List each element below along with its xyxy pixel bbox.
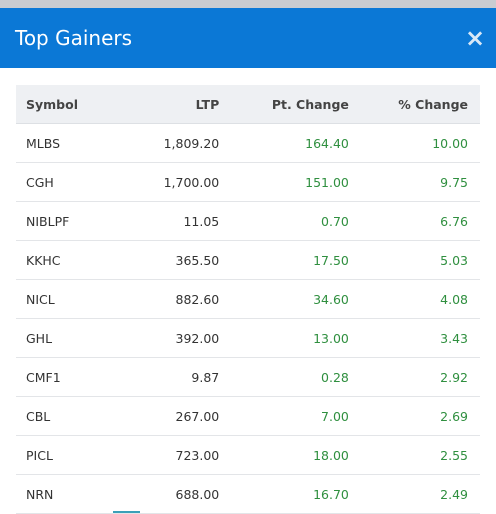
table-row: CMF1 9.87 0.28 2.92 — [16, 357, 480, 397]
table-cell: 11.05 — [114, 201, 220, 241]
table-cell: CMF1 — [16, 357, 115, 397]
modal-header: Top Gainers × — [0, 8, 496, 68]
modal-title: Top Gainers — [15, 26, 133, 50]
table-cell: 16.70 — [219, 474, 349, 514]
table-cell: 34.60 — [219, 279, 349, 319]
close-button[interactable]: × — [464, 24, 486, 52]
table-cell: 0.28 — [219, 357, 349, 397]
scroll-indicator — [113, 511, 140, 513]
table-cell: CBL — [16, 396, 115, 436]
table-cell: NIBLPF — [16, 201, 115, 241]
table-cell: 9.75 — [348, 162, 480, 202]
table-cell: 2.55 — [348, 435, 480, 475]
table-cell: 1,809.20 — [114, 123, 220, 163]
table-row: CGH 1,700.00 151.00 9.75 — [16, 162, 480, 202]
table-row: MLBS 1,809.20 164.40 10.00 — [16, 123, 480, 163]
table-cell: 0.70 — [219, 201, 349, 241]
table-cell: PICL — [16, 435, 115, 475]
header-row: Symbol LTP Pt. Change% Change — [16, 85, 480, 124]
table-row: NICL 882.60 34.60 4.08 — [16, 279, 480, 319]
table-cell: 723.00 — [114, 435, 220, 475]
table-head: Symbol LTP Pt. Change% Change — [16, 85, 480, 124]
table-cell: CGH — [16, 162, 115, 202]
table-row: NIBLPF 11.05 0.70 6.76 — [16, 201, 480, 241]
table-cell: 6.76 — [348, 201, 480, 241]
table-cell: 7.00 — [219, 396, 349, 436]
table-cell: 267.00 — [114, 396, 220, 436]
table-row: NRN 688.00 16.70 2.49 — [16, 474, 480, 514]
table-cell: 10.00 — [348, 123, 480, 163]
table-cell: 2.49 — [348, 474, 480, 514]
table-cell: 2.69 — [348, 396, 480, 436]
table-cell: 365.50 — [114, 240, 220, 280]
table-cell: 882.60 — [114, 279, 220, 319]
column-header: % Change — [348, 85, 480, 124]
column-header: LTP — [114, 85, 220, 124]
table-cell: 18.00 — [219, 435, 349, 475]
table-cell: NICL — [16, 279, 115, 319]
table-body: MLBS 1,809.20 164.40 10.00 CGH 1,700.00 151.00… — [16, 123, 480, 514]
table-cell: 13.00 — [219, 318, 349, 358]
table-cell: 4.08 — [348, 279, 480, 319]
column-header: Symbol — [16, 85, 115, 124]
table-cell: NRN — [16, 474, 115, 514]
table-cell: 151.00 — [219, 162, 349, 202]
table-cell: 688.00 — [114, 474, 220, 514]
table-cell: 3.43 — [348, 318, 480, 358]
table-cell: 17.50 — [219, 240, 349, 280]
backdrop — [0, 0, 496, 8]
table-cell: 5.03 — [348, 240, 480, 280]
table-cell: 164.40 — [219, 123, 349, 163]
gainers-table: Symbol LTP Pt. Change% Change MLBS 1,809.20… — [16, 85, 480, 514]
table-cell: 9.87 — [114, 357, 220, 397]
table-cell: GHL — [16, 318, 115, 358]
table-row: CBL 267.00 7.00 2.69 — [16, 396, 480, 436]
table-cell: KKHC — [16, 240, 115, 280]
table-row: PICL 723.00 18.00 2.55 — [16, 435, 480, 475]
table-cell: 392.00 — [114, 318, 220, 358]
table-row: GHL 392.00 13.00 3.43 — [16, 318, 480, 358]
table-row: KKHC 365.50 17.50 5.03 — [16, 240, 480, 280]
table-cell: 2.92 — [348, 357, 480, 397]
table-cell: MLBS — [16, 123, 115, 163]
modal: Top Gainers × Symbol LTP Pt. Change% Chang… — [0, 8, 496, 514]
table-cell: 1,700.00 — [114, 162, 220, 202]
column-header: Pt. Change — [219, 85, 349, 124]
